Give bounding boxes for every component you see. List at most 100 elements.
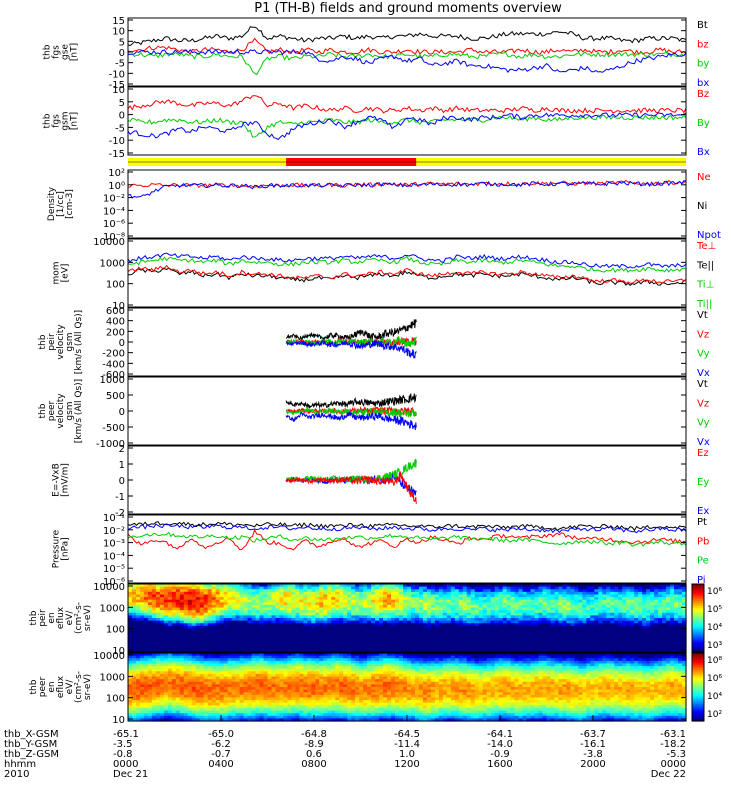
spectrogram-cell bbox=[223, 604, 229, 609]
spectrogram-cell bbox=[183, 584, 189, 588]
spectrogram-cell bbox=[295, 597, 300, 601]
spectrogram-cell bbox=[279, 705, 285, 709]
spectrogram-cell bbox=[267, 594, 273, 598]
spectrogram-cell bbox=[315, 599, 320, 603]
panel-mode-bar bbox=[128, 158, 686, 166]
spectrogram-cell bbox=[514, 618, 520, 622]
spectrogram-cell bbox=[143, 681, 149, 685]
spectrogram-cell bbox=[446, 607, 452, 611]
spectrogram-cell bbox=[251, 668, 257, 672]
spectrogram-cell bbox=[506, 631, 512, 635]
spectrogram-cell bbox=[211, 655, 217, 659]
spectrogram-cell bbox=[155, 649, 161, 653]
spectrogram-cell bbox=[283, 713, 289, 717]
spectrogram-cell bbox=[247, 633, 253, 637]
spectrogram-cell bbox=[167, 628, 173, 632]
spectrogram-cell bbox=[450, 641, 456, 645]
spectrogram-cell bbox=[128, 633, 133, 637]
spectrogram-cell bbox=[243, 713, 249, 717]
spectrogram-cell bbox=[207, 610, 213, 614]
spectrogram-cell bbox=[371, 612, 376, 616]
spectrogram-cell bbox=[275, 612, 281, 616]
spectrogram-cell bbox=[586, 628, 591, 632]
spectrogram-cell bbox=[167, 633, 173, 637]
spectrogram-cell bbox=[347, 589, 352, 593]
spectrogram-cell bbox=[498, 620, 504, 624]
spectrogram-cell bbox=[490, 610, 496, 614]
spectrogram-cell bbox=[438, 618, 444, 622]
spectrogram-cell bbox=[247, 631, 253, 635]
spectrogram-cell bbox=[207, 597, 213, 601]
spectrogram-cell bbox=[315, 618, 320, 622]
spectrogram-cell bbox=[128, 705, 133, 709]
spectrogram-cell bbox=[207, 618, 213, 622]
spectrogram-cell bbox=[287, 591, 293, 596]
spectrogram-cell bbox=[391, 641, 396, 645]
spectrogram-cell bbox=[295, 636, 300, 640]
spectrogram-cell bbox=[638, 604, 643, 609]
y-tick-label: -600 bbox=[102, 370, 125, 381]
spectrogram-cell bbox=[654, 610, 659, 614]
spectrogram-cell bbox=[231, 610, 237, 614]
spectrogram-cell bbox=[251, 597, 257, 601]
spectrogram-cell bbox=[187, 604, 193, 609]
spectrogram-cell bbox=[474, 644, 480, 648]
spectrogram-cell bbox=[179, 715, 185, 719]
spectrogram-cell bbox=[287, 644, 293, 648]
spectrogram-cell bbox=[179, 660, 185, 665]
spectrogram-cell bbox=[283, 668, 289, 672]
spectrogram-cell bbox=[554, 638, 560, 643]
spectrogram-cell bbox=[546, 625, 552, 630]
spectrogram-cell bbox=[195, 694, 201, 699]
spectrogram-cell bbox=[426, 649, 432, 653]
spectrogram-cell bbox=[538, 633, 544, 637]
spectrogram-cell bbox=[566, 625, 572, 630]
spectrogram-cell bbox=[291, 628, 296, 632]
spectrogram-cell bbox=[223, 653, 229, 657]
spectrogram-cell bbox=[490, 633, 496, 637]
spectrogram-cell bbox=[434, 610, 440, 614]
spectrogram-cell bbox=[303, 636, 308, 640]
spectrogram-cell bbox=[570, 594, 575, 598]
spectrogram-cell bbox=[610, 591, 615, 596]
spectrogram-cell bbox=[231, 692, 237, 696]
spectrogram-cell bbox=[143, 584, 149, 588]
spectrogram-cell bbox=[426, 641, 432, 645]
spectrogram-cell bbox=[163, 591, 169, 596]
spectrogram-cell bbox=[347, 646, 352, 650]
spectrogram-cell bbox=[139, 715, 145, 719]
spectrogram-cell bbox=[303, 631, 308, 635]
spectrogram-cell bbox=[271, 628, 277, 632]
spectrogram-cell bbox=[554, 591, 560, 596]
spectrogram-cell bbox=[267, 610, 273, 614]
spectrogram-cell bbox=[219, 625, 225, 630]
spectrogram-cell bbox=[662, 610, 667, 614]
spectrogram-cell bbox=[191, 663, 197, 667]
spectrogram-cell bbox=[307, 628, 312, 632]
spectrogram-cell bbox=[147, 646, 153, 650]
spectrogram-cell bbox=[183, 702, 189, 706]
spectrogram-cell bbox=[678, 641, 683, 645]
spectrogram-cell bbox=[646, 649, 651, 653]
spectrogram-cell bbox=[247, 584, 253, 588]
spectrogram-cell bbox=[383, 594, 388, 598]
spectrogram-cell bbox=[375, 589, 380, 593]
spectrogram-cell bbox=[335, 636, 340, 640]
spectrogram-cell bbox=[558, 604, 564, 609]
spectrogram-cell bbox=[399, 584, 404, 588]
spectrogram-cell bbox=[131, 666, 137, 670]
spectrogram-cell bbox=[239, 636, 245, 640]
spectrogram-cell bbox=[199, 602, 205, 606]
spectrogram-cell bbox=[167, 702, 173, 706]
spectrogram-cell bbox=[434, 612, 440, 616]
spectrogram-cell bbox=[474, 604, 480, 609]
spectrogram-cell bbox=[199, 625, 205, 630]
spectrogram-cell bbox=[367, 586, 372, 590]
spectrogram-cell bbox=[359, 625, 364, 630]
spectrogram-cell bbox=[143, 687, 149, 691]
spectrogram-cell bbox=[371, 618, 376, 622]
spectrogram-cell bbox=[307, 599, 312, 603]
spectrogram-cell bbox=[642, 607, 647, 611]
spectrogram-cell bbox=[458, 649, 464, 653]
